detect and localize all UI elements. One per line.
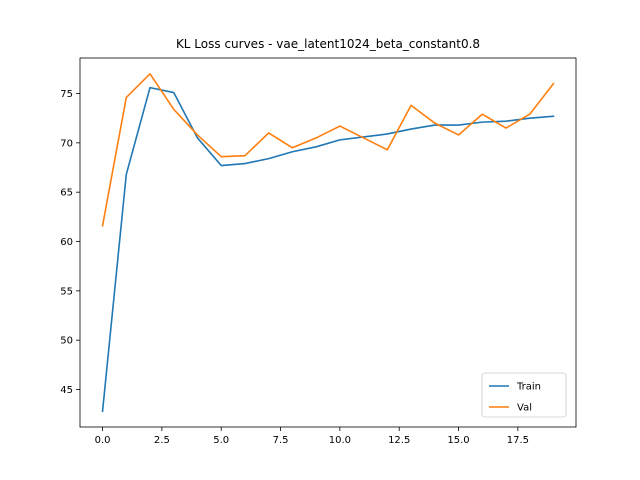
x-tick-label: 10.0: [329, 435, 351, 446]
x-tick-label: 2.5: [154, 435, 170, 446]
plot-area: 0.0 2.5 5.0 7.5 10.0 12.5 15.0 17.5 45 50 55 60 65 70…: [60, 57, 577, 446]
y-tick-label: 70: [60, 138, 73, 149]
legend-label-train: Train: [516, 382, 541, 393]
legend-label-val: Val: [517, 403, 532, 414]
y-tick-label: 65: [60, 188, 73, 199]
series-line-train: [101, 86, 555, 413]
y-tick-label: 45: [60, 385, 73, 396]
x-tick-label: 0.0: [95, 435, 111, 446]
y-tick-label: 75: [60, 89, 73, 100]
axes-frame: [79, 57, 577, 428]
x-tick-label: 12.5: [388, 435, 410, 446]
y-tick-label: 60: [60, 237, 73, 248]
legend-box: [481, 372, 567, 418]
series-line-val: [101, 72, 555, 227]
y-tick-label: 55: [60, 286, 73, 297]
x-tick-label: 7.5: [273, 435, 289, 446]
chart-title: KL Loss curves - vae_latent1024_beta_con…: [176, 37, 480, 51]
x-tick-label: 15.0: [447, 435, 469, 446]
x-tick-label: 17.5: [507, 435, 529, 446]
y-tick-label: 50: [60, 336, 73, 347]
x-tick-label: 5.0: [213, 435, 229, 446]
